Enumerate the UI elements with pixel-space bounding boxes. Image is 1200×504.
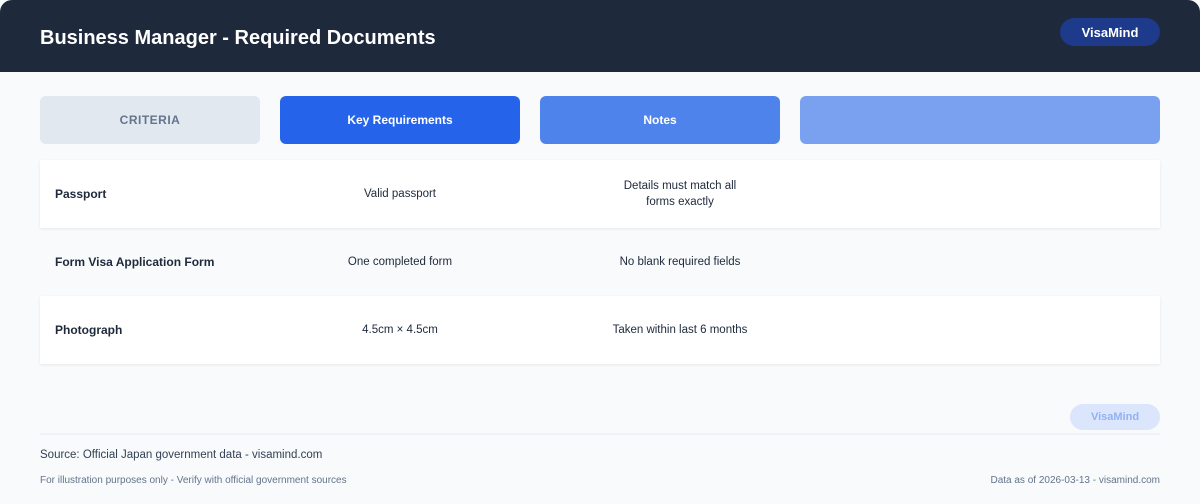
page-title: Business Manager - Required Documents <box>40 27 436 49</box>
data-date-text: Data as of 2026-03-13 - visamind.com <box>990 475 1160 486</box>
requirement-cell: 4.5cm × 4.5cm <box>362 324 438 336</box>
notes-cell: Taken within last 6 months <box>612 324 748 336</box>
criteria-cell: Passport <box>55 187 107 201</box>
table-row: Photograph 4.5cm × 4.5cm Taken within la… <box>40 296 1160 364</box>
tab-empty[interactable] <box>800 96 1160 144</box>
requirement-cell: One completed form <box>347 256 453 268</box>
requirement-cell: Valid passport <box>363 188 437 200</box>
source-text: Source: Official Japan government data -… <box>40 449 323 461</box>
disclaimer-text: For illustration purposes only - Verify … <box>40 475 347 486</box>
notes-cell: Details must match all forms exactly <box>623 180 737 208</box>
brand-badge: VisaMind <box>1060 18 1160 46</box>
tab-criteria[interactable]: CRITERIA <box>40 96 260 144</box>
table-row: Form Visa Application Form One completed… <box>40 228 1160 296</box>
tab-key-requirements[interactable]: Key Requirements <box>280 96 520 144</box>
header: Business Manager - Required Documents Vi… <box>0 0 1200 72</box>
table-row: Passport Valid passport Details must mat… <box>40 160 1160 228</box>
criteria-cell: Form Visa Application Form <box>55 255 215 269</box>
watermark-badge: VisaMind <box>1070 404 1160 430</box>
criteria-cell: Photograph <box>55 323 123 337</box>
divider <box>40 433 1160 435</box>
notes-cell: No blank required fields <box>619 256 741 268</box>
tab-notes[interactable]: Notes <box>540 96 780 144</box>
